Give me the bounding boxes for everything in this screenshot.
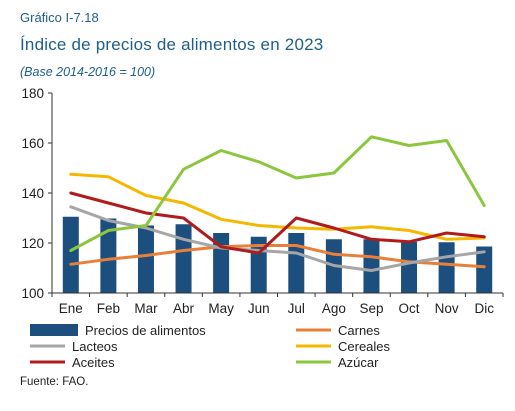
bar-dic: [476, 246, 493, 293]
series-line-carnes: [69, 244, 486, 269]
y-tick-label-120: 120: [21, 236, 44, 251]
bar-mar: [137, 225, 154, 293]
legend-label-precios-de-alimentos: Precios de alimentos: [85, 323, 206, 338]
source-note: Fuente: FAO.: [20, 376, 89, 388]
series-line-aceites: [69, 191, 486, 255]
x-tick-label-ene: Ene: [59, 301, 83, 316]
chart-label: Gráfico I-7.18: [20, 10, 99, 25]
x-tick-label-feb: Feb: [97, 301, 120, 316]
bar-nov: [438, 242, 455, 293]
legend-swatch-precios-de-alimentos: [30, 324, 78, 336]
x-tick-label-nov: Nov: [435, 301, 459, 316]
x-tick-label-sep: Sep: [359, 301, 383, 316]
bar-feb: [100, 218, 117, 293]
x-tick-label-may: May: [208, 301, 234, 316]
chart-title: Índice de precios de alimentos en 2023: [20, 35, 324, 54]
legend-label-az-car: Azúcar: [338, 355, 379, 370]
bar-sep: [363, 239, 380, 293]
legend-label-aceites: Aceites: [72, 355, 115, 370]
bar-jul: [288, 233, 305, 293]
bar-oct: [401, 241, 418, 293]
y-tick-label-140: 140: [21, 186, 44, 201]
x-tick-label-jul: Jul: [288, 301, 305, 316]
legend-label-cereales: Cereales: [338, 339, 391, 354]
legend-label-carnes: Carnes: [338, 323, 380, 338]
legend-label-lacteos: Lacteos: [72, 339, 118, 354]
series-line-cereales: [69, 172, 486, 241]
x-tick-label-mar: Mar: [134, 301, 158, 316]
y-tick-label-160: 160: [21, 136, 44, 151]
x-tick-label-dic: Dic: [474, 301, 494, 316]
series-line-az-car: [69, 135, 486, 252]
bar-ene: [62, 216, 79, 293]
y-tick-label-100: 100: [21, 286, 44, 301]
x-tick-label-jun: Jun: [248, 301, 270, 316]
x-tick-label-ago: Ago: [322, 301, 346, 316]
chart-subtitle: (Base 2014-2016 = 100): [20, 65, 156, 79]
bar-abr: [175, 224, 192, 293]
x-tick-label-abr: Abr: [173, 301, 195, 316]
x-tick-label-oct: Oct: [399, 301, 420, 316]
y-tick-label-180: 180: [21, 86, 44, 101]
